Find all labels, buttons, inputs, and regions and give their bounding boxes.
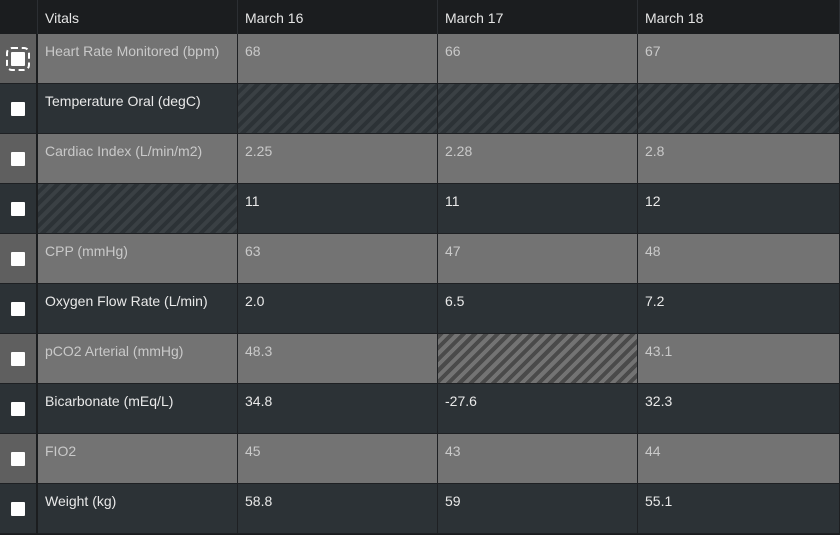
value-cell[interactable]: [438, 334, 638, 384]
value-cell[interactable]: 45: [238, 434, 438, 484]
vital-label-cell[interactable]: CPP (mmHg): [38, 234, 238, 284]
row-checkbox[interactable]: [11, 351, 25, 366]
row-checkbox-cell[interactable]: [0, 434, 38, 484]
value-cell[interactable]: 68: [238, 34, 438, 84]
value-cell[interactable]: 12: [638, 184, 840, 234]
value-cell[interactable]: 11: [438, 184, 638, 234]
value-cell[interactable]: 59: [438, 484, 638, 534]
value-cell[interactable]: [238, 84, 438, 134]
vital-label-cell[interactable]: Weight (kg): [38, 484, 238, 534]
vital-label-cell[interactable]: [38, 184, 238, 234]
vital-label-cell[interactable]: Bicarbonate (mEq/L): [38, 384, 238, 434]
value-cell[interactable]: 2.28: [438, 134, 638, 184]
row-checkbox[interactable]: [11, 401, 25, 416]
header-date-1[interactable]: March 16: [238, 0, 438, 34]
value-cell[interactable]: 43.1: [638, 334, 840, 384]
vital-label-cell[interactable]: Cardiac Index (L/min/m2): [38, 134, 238, 184]
value-cell[interactable]: 55.1: [638, 484, 840, 534]
value-cell[interactable]: 32.3: [638, 384, 840, 434]
vital-label-cell[interactable]: Heart Rate Monitored (bpm): [38, 34, 238, 84]
value-cell[interactable]: 66: [438, 34, 638, 84]
row-checkbox-cell[interactable]: [0, 234, 38, 284]
row-checkbox-cell[interactable]: [0, 334, 38, 384]
row-checkbox-cell[interactable]: [0, 384, 38, 434]
value-cell[interactable]: 67: [638, 34, 840, 84]
row-checkbox-cell[interactable]: [0, 34, 38, 84]
value-cell[interactable]: 2.8: [638, 134, 840, 184]
row-checkbox[interactable]: [11, 451, 25, 466]
header-vitals[interactable]: Vitals: [38, 0, 238, 34]
row-checkbox[interactable]: [11, 251, 25, 266]
value-cell[interactable]: 34.8: [238, 384, 438, 434]
value-cell[interactable]: 2.25: [238, 134, 438, 184]
value-cell[interactable]: 2.0: [238, 284, 438, 334]
value-cell[interactable]: [638, 84, 840, 134]
value-cell[interactable]: 43: [438, 434, 638, 484]
row-checkbox[interactable]: [11, 301, 25, 316]
value-cell[interactable]: 44: [638, 434, 840, 484]
value-cell[interactable]: 11: [238, 184, 438, 234]
header-date-2[interactable]: March 17: [438, 0, 638, 34]
vital-label-cell[interactable]: Temperature Oral (degC): [38, 84, 238, 134]
row-checkbox-cell[interactable]: [0, 484, 38, 534]
vital-label-cell[interactable]: FIO2: [38, 434, 238, 484]
row-checkbox-cell[interactable]: [0, 184, 38, 234]
row-checkbox[interactable]: [11, 151, 25, 166]
value-cell[interactable]: 58.8: [238, 484, 438, 534]
header-date-3[interactable]: March 18: [638, 0, 840, 34]
row-checkbox-cell[interactable]: [0, 284, 38, 334]
row-checkbox[interactable]: [11, 501, 25, 516]
header-checkbox-column: [0, 0, 38, 34]
value-cell[interactable]: 48.3: [238, 334, 438, 384]
value-cell[interactable]: 48: [638, 234, 840, 284]
row-checkbox-cell[interactable]: [0, 84, 38, 134]
value-cell[interactable]: 63: [238, 234, 438, 284]
row-checkbox[interactable]: [6, 46, 30, 71]
value-cell[interactable]: 47: [438, 234, 638, 284]
vital-label-cell[interactable]: pCO2 Arterial (mmHg): [38, 334, 238, 384]
value-cell[interactable]: [438, 84, 638, 134]
vital-label-cell[interactable]: Oxygen Flow Rate (L/min): [38, 284, 238, 334]
row-checkbox[interactable]: [11, 201, 25, 216]
row-checkbox[interactable]: [11, 101, 25, 116]
value-cell[interactable]: 6.5: [438, 284, 638, 334]
row-checkbox-cell[interactable]: [0, 134, 38, 184]
value-cell[interactable]: -27.6: [438, 384, 638, 434]
value-cell[interactable]: 7.2: [638, 284, 840, 334]
